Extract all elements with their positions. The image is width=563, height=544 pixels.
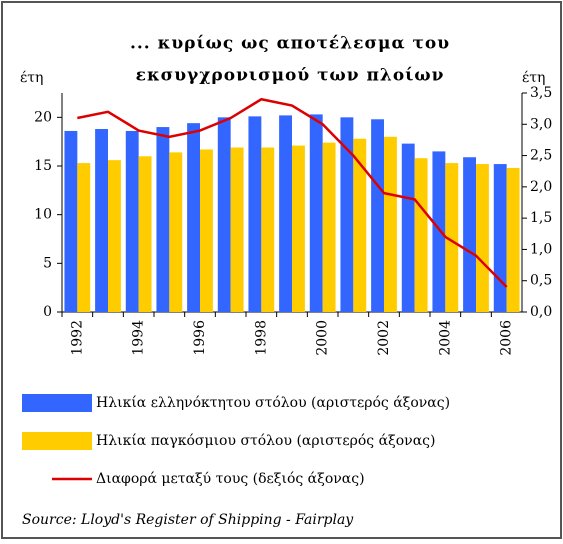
bar — [353, 138, 367, 312]
bar — [138, 156, 152, 312]
bar — [309, 114, 323, 312]
bar — [156, 127, 170, 312]
bar — [95, 129, 108, 312]
x-tick-label: 1996 — [192, 320, 208, 356]
y2-tick-label: 2,0 — [530, 179, 552, 195]
y2-tick-label: 0,5 — [530, 273, 552, 289]
source: Source: Lloyd's Register of Shipping - F… — [22, 512, 354, 528]
chart-title: ... κυρίως ως αποτέλεσμα του — [130, 34, 450, 54]
bar — [187, 123, 200, 312]
legend-swatch — [22, 432, 92, 450]
bar — [279, 115, 292, 313]
bar — [476, 164, 489, 312]
chart-title: εκσυγχρονισμού των πλοίων — [136, 66, 445, 86]
y2-axis-label: έτη — [522, 69, 545, 86]
bar — [64, 130, 78, 312]
bar — [322, 142, 336, 312]
bar — [77, 163, 91, 312]
bar — [292, 145, 305, 312]
bar — [108, 160, 121, 312]
bar — [414, 158, 428, 312]
bar — [200, 149, 213, 312]
x-tick-label: 1994 — [131, 320, 147, 356]
y-tick-label: 15 — [34, 158, 52, 174]
bar — [432, 151, 446, 312]
legend-swatch — [22, 394, 92, 412]
y2-tick-label: 1,0 — [530, 241, 552, 257]
y-tick-label: 0 — [43, 304, 52, 320]
x-tick-label: 2000 — [315, 320, 331, 356]
y2-tick-label: 2,5 — [530, 148, 552, 164]
bar — [169, 152, 183, 312]
bar — [384, 136, 397, 312]
y-tick-label: 20 — [34, 109, 52, 125]
bar — [463, 157, 476, 312]
y-axis-label: έτη — [20, 69, 43, 86]
bar — [340, 117, 354, 312]
bar — [506, 167, 520, 312]
bar — [125, 130, 139, 312]
bar — [445, 163, 459, 312]
x-tick-label: 2004 — [437, 320, 453, 356]
line — [77, 97, 508, 288]
legend-label: Ηλικία ελληνόκτητου στόλου (αριστερός άξ… — [96, 394, 450, 411]
y2-tick-label: 3,0 — [530, 116, 552, 132]
bar — [230, 147, 244, 312]
x-tick-label: 2006 — [499, 320, 515, 356]
x-tick-label: 1998 — [253, 320, 269, 356]
y-tick-label: 10 — [34, 207, 52, 223]
legend-label: Διαφορά μεταξύ τους (δεξιός άξονας) — [96, 471, 365, 487]
bar — [217, 117, 231, 312]
bar — [261, 147, 275, 312]
bar — [371, 119, 384, 312]
y2-tick-label: 0,0 — [530, 304, 552, 320]
y2-tick-label: 3,5 — [530, 85, 552, 101]
legend-label: Ηλικία παγκόσμιου στόλου (αριστερός άξον… — [96, 432, 435, 449]
x-tick-label: 2002 — [376, 320, 392, 356]
x-tick-label: 1992 — [69, 320, 85, 356]
bar — [493, 164, 507, 312]
bar — [248, 116, 262, 312]
bar — [401, 143, 415, 312]
y2-tick-label: 1,5 — [530, 210, 552, 226]
y-tick-label: 5 — [43, 255, 52, 271]
